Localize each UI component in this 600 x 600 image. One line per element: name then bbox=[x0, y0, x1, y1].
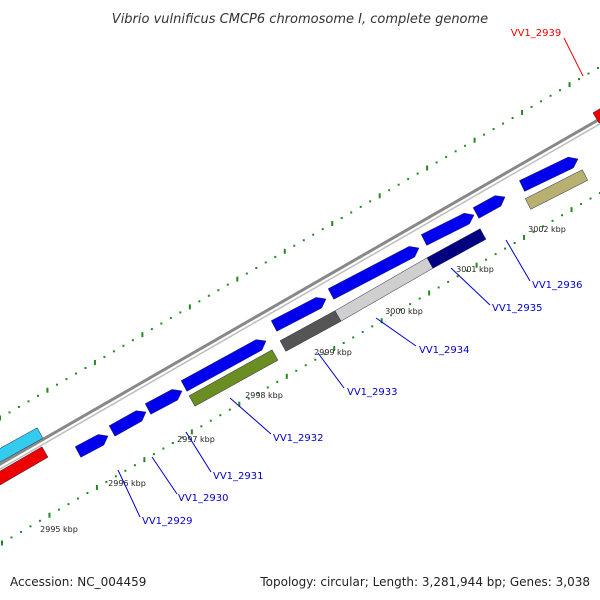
position-label: 2999 kbp bbox=[314, 348, 352, 357]
inner-tick-track bbox=[1, 192, 600, 546]
backbone-line bbox=[0, 123, 600, 470]
cds-arrow bbox=[519, 156, 579, 192]
cds-arrow bbox=[144, 389, 183, 415]
gene-label[interactable]: VV1_2935 bbox=[492, 303, 543, 314]
label-leader-line bbox=[317, 352, 345, 389]
feature-block bbox=[188, 349, 279, 407]
gene-labels: VV1_2929 VV1_2930 VV1_2931 VV1_2932 VV1_2933… bbox=[117, 28, 584, 527]
accession-label: Accession: NC_004459 bbox=[10, 575, 146, 589]
label-leader-line bbox=[185, 431, 212, 473]
gene-label[interactable]: VV1_2931 bbox=[213, 471, 264, 482]
feature-block bbox=[524, 169, 589, 210]
label-leader-line bbox=[450, 267, 491, 306]
cds-arrow bbox=[327, 246, 420, 300]
cds-arrow bbox=[74, 434, 109, 458]
position-label: 2997 kbp bbox=[177, 435, 215, 444]
gene-label[interactable]: VV1_2929 bbox=[142, 516, 193, 527]
position-label: 2995 kbp bbox=[40, 525, 78, 534]
feature-block bbox=[426, 228, 487, 269]
highlight-block bbox=[0, 427, 44, 463]
outer-tick-track bbox=[0, 67, 599, 421]
backbone-line bbox=[0, 117, 600, 466]
label-leader-line bbox=[505, 239, 531, 282]
cds-arrow bbox=[472, 195, 506, 219]
label-leader-line bbox=[563, 37, 584, 77]
cds-arrow bbox=[180, 339, 267, 392]
genome-backbone bbox=[0, 117, 600, 470]
gene-label[interactable]: VV1_2936 bbox=[532, 280, 583, 291]
label-leader-line bbox=[229, 397, 272, 435]
highlight-block bbox=[592, 108, 600, 124]
position-labels: 2995 kbp 2996 kbp 2997 kbp 2998 kbp 2999 kbp… bbox=[40, 225, 566, 534]
feature-track bbox=[0, 108, 600, 486]
label-leader-line bbox=[117, 469, 141, 518]
gene-label[interactable]: VV1_2933 bbox=[347, 387, 398, 398]
highlight-block bbox=[0, 446, 49, 486]
gene-label-highlight[interactable]: VV1_2939 bbox=[511, 28, 562, 39]
cds-arrow bbox=[108, 410, 147, 437]
position-label: 2996 kbp bbox=[108, 479, 146, 488]
gene-label[interactable]: VV1_2930 bbox=[178, 493, 229, 504]
position-label: 3000 kbp bbox=[385, 307, 423, 316]
cds-arrow bbox=[420, 212, 475, 246]
cds-arrow bbox=[270, 297, 327, 332]
genome-summary: Topology: circular; Length: 3,281,944 bp… bbox=[259, 575, 590, 589]
map-title: Vibrio vulnificus CMCP6 chromosome I, co… bbox=[112, 12, 488, 27]
position-label: 3001 kbp bbox=[456, 265, 494, 274]
position-label: 3002 kbp bbox=[528, 225, 566, 234]
label-leader-line bbox=[151, 456, 178, 495]
label-leader-line bbox=[375, 317, 417, 347]
gene-label[interactable]: VV1_2932 bbox=[273, 433, 324, 444]
gene-label[interactable]: VV1_2934 bbox=[419, 345, 470, 356]
position-label: 2998 kbp bbox=[245, 391, 283, 400]
